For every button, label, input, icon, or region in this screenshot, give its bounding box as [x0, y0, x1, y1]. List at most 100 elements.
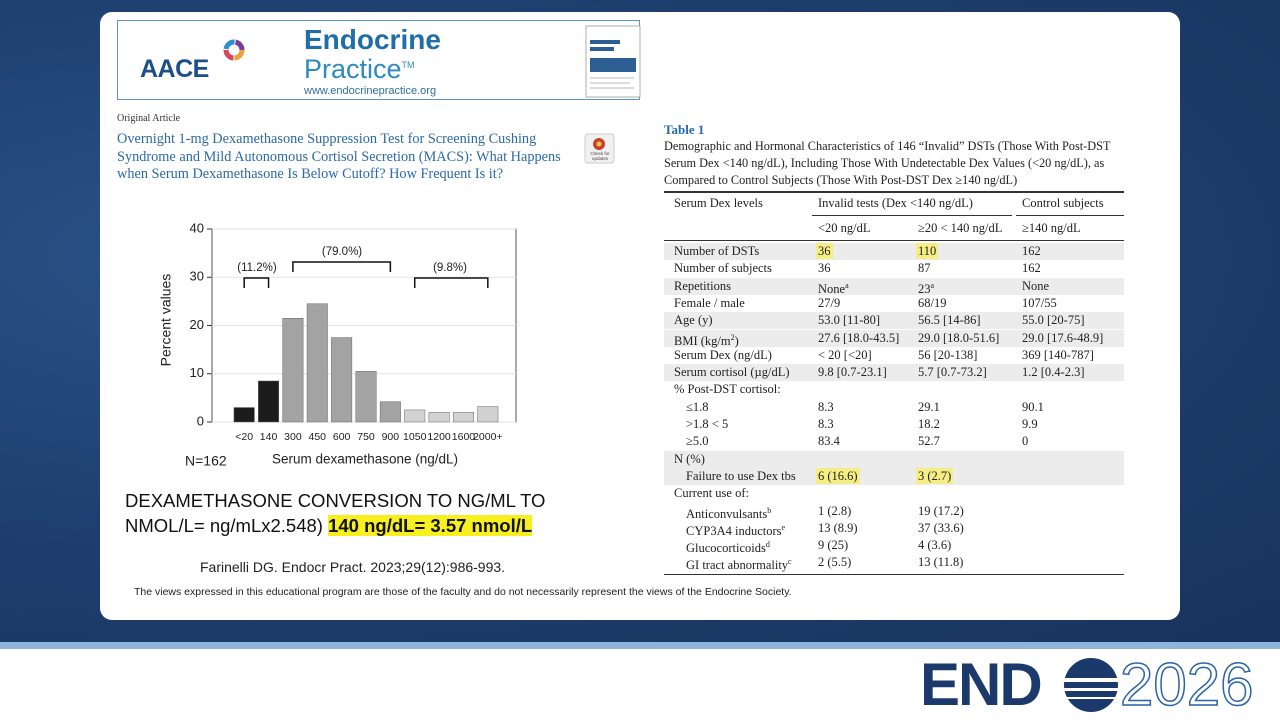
- table-cell: 8.3: [818, 399, 834, 414]
- table-cell: 9.8 [0.7-23.1]: [818, 365, 887, 380]
- table-cell: Repetitions: [674, 278, 731, 293]
- cell-superscript: e: [781, 522, 786, 532]
- table-cell: 13 (8.9): [818, 520, 858, 535]
- table-cell: 8.3: [818, 417, 834, 431]
- cell-text: 23: [918, 281, 931, 296]
- article-kind: Original Article: [117, 113, 181, 124]
- table-cell: 53.0 [11-80]: [818, 313, 881, 328]
- table-cell: 9.9: [1022, 417, 1038, 431]
- table-cell: 1 (2.8): [818, 503, 852, 518]
- endo-globe: [1062, 658, 1122, 712]
- table-rule: [664, 573, 1124, 575]
- table-cell: Current use of:: [674, 486, 749, 501]
- bracket-label: (9.8%): [433, 262, 467, 274]
- brand: AACE: [140, 55, 209, 83]
- cell-text: GI tract abnormality: [686, 558, 789, 573]
- cell-text: 6 (16.6): [818, 468, 858, 483]
- cell-superscript: d: [765, 540, 770, 550]
- table-cell: 162: [1022, 261, 1041, 276]
- x-tick-label: 140: [260, 431, 278, 443]
- bar: [452, 412, 474, 423]
- bracket: [243, 277, 270, 288]
- table-cell: 110: [916, 243, 939, 259]
- table-cell: ≤1.8: [686, 399, 709, 414]
- table-cell: Nonea: [818, 278, 849, 297]
- table-cell: 68/19: [918, 295, 947, 310]
- table-rule: [664, 240, 1124, 241]
- table-cell: Serum Dex (ng/dL): [674, 347, 772, 362]
- row-shade: [664, 467, 1124, 485]
- row-shade: [664, 312, 1124, 330]
- bar: [233, 407, 255, 423]
- bracket: [292, 261, 392, 272]
- table-cell: 37 (33.6): [918, 520, 964, 535]
- y-tick-label: 20: [190, 317, 204, 332]
- table-cell: 27/9: [818, 295, 841, 310]
- url: www.endocrinepractice.org: [304, 85, 437, 97]
- bar: [428, 412, 450, 423]
- journal-name: PracticeTM: [304, 54, 415, 85]
- endo-logo: END: [920, 651, 1043, 718]
- conversion-note: DEXAMETHASONE CONVERSION TO NG/ML TO NMO…: [125, 488, 625, 538]
- cell-superscript: c: [788, 557, 792, 567]
- histogram: 0 10 20 30 40 <20 140 300 450 600 750 900 1050 1200 16…: [158, 220, 517, 469]
- bar: [306, 303, 328, 423]
- table-cell: 87: [918, 261, 931, 276]
- x-tick-label: 1050: [403, 431, 427, 443]
- table-cell: 162: [1022, 244, 1041, 258]
- x-tick-label: 1600: [452, 431, 476, 443]
- table-cell: 18.2: [918, 417, 940, 431]
- table-cell: CYP3A4 inductorse: [686, 520, 785, 539]
- x-tick-label: <20: [235, 431, 253, 443]
- trademark: TM: [401, 60, 415, 70]
- bracket-label: (79.0%): [322, 246, 362, 258]
- table-cell: 1.2 [0.4-2.3]: [1022, 365, 1085, 380]
- table-cell: % Post-DST cortisol:: [674, 382, 781, 397]
- cell-text: 3 (2.7): [918, 468, 952, 483]
- y-tick-label: 10: [190, 365, 204, 380]
- cell-superscript: b: [767, 505, 772, 515]
- journal-name: Endocrine: [304, 24, 441, 55]
- y-tick-label: 40: [190, 220, 204, 235]
- table-cell: 107/55: [1022, 295, 1057, 310]
- table-caption: Table 1: [664, 122, 705, 137]
- table-cell: 6 (16.6): [816, 467, 860, 484]
- table-cell: 55.0 [20-75]: [1022, 313, 1085, 328]
- table-cell: 2 (5.5): [818, 555, 852, 570]
- table-cell: 19 (17.2): [918, 503, 964, 518]
- table-cell: Number of subjects: [674, 261, 772, 276]
- endo-year: 2026: [1119, 650, 1254, 719]
- stripe: [0, 642, 1280, 649]
- x-axis-label: Serum dexamethasone (ng/dL): [272, 452, 458, 467]
- table-cell: 56 [20-138]: [918, 347, 978, 362]
- cell-superscript: a: [930, 280, 935, 290]
- cell-text: Glucocorticoids: [686, 541, 766, 556]
- table-rule: [1016, 215, 1124, 216]
- table-cell: 29.0 [17.6-48.9]: [1022, 330, 1104, 345]
- bar: [331, 337, 353, 423]
- journal-cover: [585, 25, 641, 98]
- y-axis-label: Percent values: [158, 274, 174, 367]
- table-subheader: ≥140 ng/dL: [1022, 221, 1081, 235]
- disclaimer: The views expressed in this educational …: [134, 586, 792, 598]
- table-cell: 83.4: [818, 434, 840, 449]
- table-cell: Serum cortisol (µg/dL): [674, 365, 790, 380]
- table-header: Invalid tests (Dex <140 ng/dL): [818, 196, 973, 210]
- x-tick-label: 600: [333, 431, 351, 443]
- x-tick-label: 750: [357, 431, 375, 443]
- table-cell: 4 (3.6): [918, 538, 952, 553]
- table-cell: 5.7 [0.7-73.2]: [918, 365, 987, 380]
- table-cell: Glucocorticoidsd: [686, 537, 770, 556]
- table-cell: N (%): [674, 451, 705, 466]
- table-cell: 52.7: [918, 434, 940, 449]
- bracket-label: (11.2%): [237, 262, 277, 274]
- cell-text: None: [818, 281, 846, 296]
- table-cell: 29.0 [18.0-51.6]: [918, 330, 1000, 345]
- y-tick-label: 30: [190, 269, 204, 284]
- table-cell: 36: [818, 261, 831, 276]
- aace-logo-icon: [223, 39, 245, 61]
- table-cell: >1.8 < 5: [686, 417, 729, 431]
- table-cell: 0: [1022, 434, 1029, 449]
- table-subheader: <20 ng/dL: [818, 221, 871, 235]
